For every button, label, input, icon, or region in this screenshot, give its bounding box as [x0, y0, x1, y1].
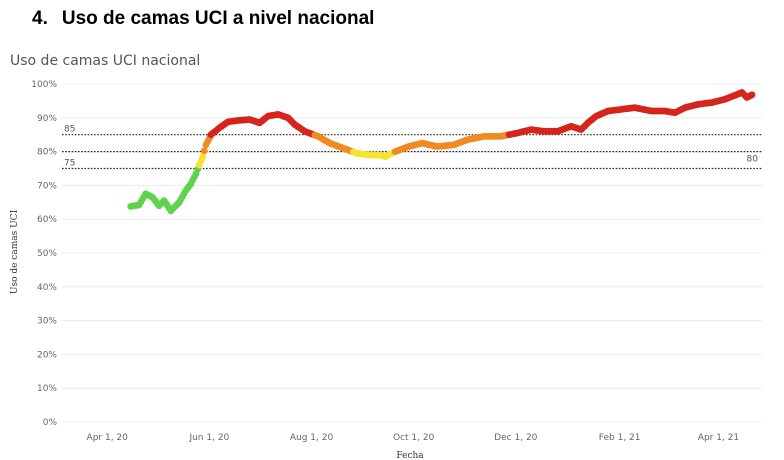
reference-line-label: 85 — [64, 125, 75, 135]
data-point — [748, 91, 756, 99]
x-axis-label: Fecha — [396, 451, 424, 460]
y-tick-label: 20% — [37, 350, 57, 360]
y-tick-label: 0% — [43, 418, 58, 428]
y-tick-label: 80% — [37, 148, 57, 158]
y-tick-labels: 0% 10% 20% 30% 40% 50% 60% 70% 80% 90% 100% — [31, 80, 57, 428]
chart-title: Uso de camas UCI nacional — [10, 53, 201, 69]
reference-line-label: 80 — [747, 155, 759, 165]
section-number: 4. — [32, 8, 48, 29]
reference-lines: 85 80 75 — [62, 125, 762, 170]
section-heading: 4. Uso de camas UCI a nivel nacional — [32, 8, 374, 30]
y-tick-label: 10% — [37, 384, 57, 394]
y-tick-label: 30% — [37, 317, 57, 327]
y-axis-label: Uso de camas UCI — [10, 209, 20, 294]
y-tick-label: 60% — [37, 215, 57, 225]
x-tick-label: Aug 1, 20 — [290, 433, 334, 443]
x-tick-label: Apr 1, 20 — [87, 433, 129, 443]
x-tick-label: Feb 1, 21 — [599, 433, 641, 443]
y-tick-label: 70% — [37, 181, 57, 191]
data-point — [199, 153, 207, 161]
x-tick-label: Oct 1, 20 — [393, 433, 435, 443]
y-tick-label: 40% — [37, 283, 57, 293]
x-tick-labels: Apr 1, 20 Jun 1, 20 Aug 1, 20 Oct 1, 20 Dec … — [87, 433, 740, 443]
data-points — [127, 89, 756, 215]
y-tick-label: 100% — [31, 80, 57, 90]
y-tick-label: 50% — [37, 249, 57, 259]
section-title: Uso de camas UCI a nivel nacional — [61, 8, 375, 29]
data-point — [200, 147, 208, 155]
y-tick-label: 90% — [37, 114, 57, 124]
x-tick-label: Apr 1, 21 — [698, 433, 739, 443]
reference-line-label: 75 — [64, 159, 75, 169]
x-tick-label: Dec 1, 20 — [494, 433, 537, 443]
x-tick-label: Jun 1, 20 — [188, 433, 229, 443]
